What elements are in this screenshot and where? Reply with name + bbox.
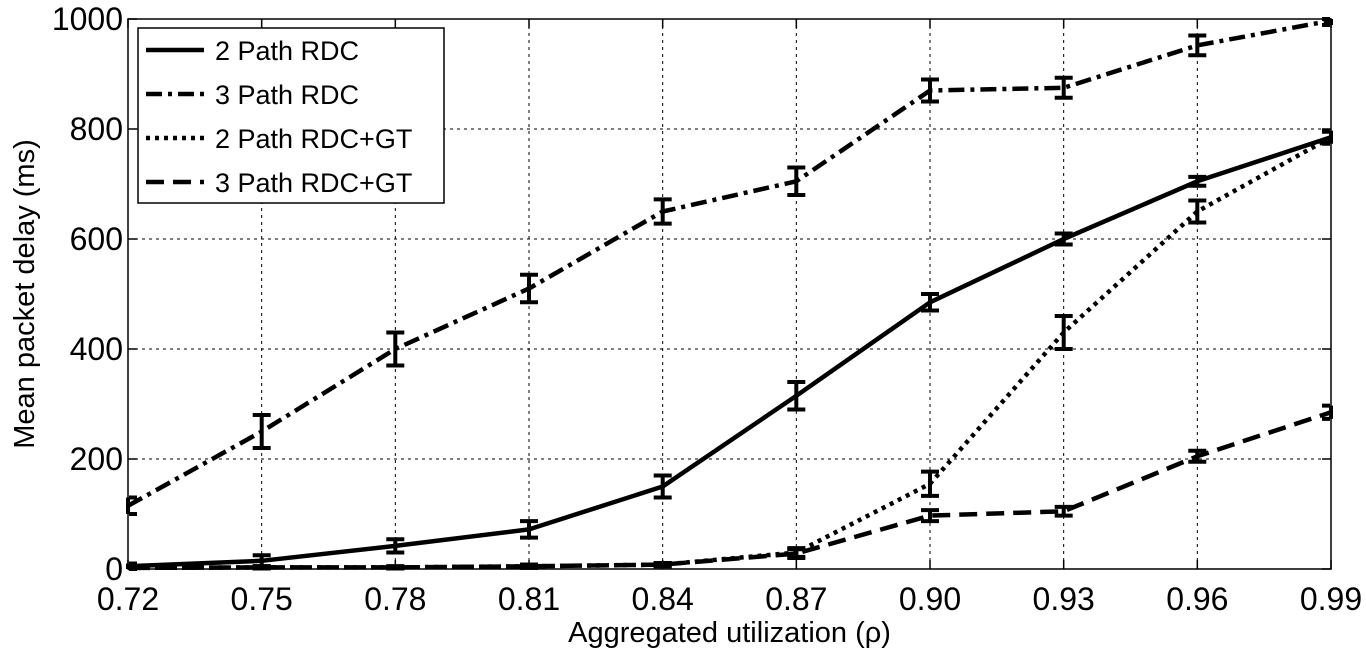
error-bar [921,292,939,313]
series-line [127,135,1332,569]
error-bar [921,508,939,524]
y-tick-label: 1000 [52,1,123,37]
y-tick-label: 200 [70,441,123,477]
error-bar [787,547,806,560]
series-layer [126,17,1333,571]
legend: 2 Path RDC 3 Path RDC 2 Path RDC+GT 3 Path … [137,27,445,204]
x-tick-label: 0.90 [899,581,961,617]
error-bar [1054,231,1073,247]
series-2 [126,18,1332,508]
error-bar [386,330,405,368]
error-bar [787,165,806,197]
y-tick-label: 600 [70,221,123,257]
error-bar [1188,198,1207,225]
legend-label: 3 Path RDC+GT [215,168,412,198]
x-tick-label: 0.81 [498,581,560,617]
plot-frame [127,18,1332,570]
y-tick-label: 800 [70,111,123,147]
error-bar [921,469,939,498]
x-tick-label: 0.99 [1300,581,1362,617]
x-tick-label: 0.78 [364,581,426,617]
series-1 [127,135,1332,569]
error-bars-4 [126,403,1333,571]
axis-ticks: 0.72 0.75 0.78 0.81 0.84 0.87 0.90 0.93 0.96 0.99… [52,1,1362,617]
x-tick-label: 0.93 [1033,581,1095,617]
error-bar [520,519,538,540]
error-bar [653,473,672,500]
grid [128,19,1331,569]
x-tick-label: 0.84 [632,581,694,617]
series-line [126,18,1332,508]
series-line [127,410,1332,571]
x-tick-label: 0.87 [765,581,827,617]
error-bar [1054,504,1073,518]
x-tick-label: 0.75 [231,581,293,617]
error-bar [386,537,405,555]
error-bar [252,413,271,450]
x-tick-label: 0.96 [1166,581,1228,617]
legend-label: 2 Path RDC+GT [215,124,412,154]
legend-label: 3 Path RDC [215,80,359,110]
error-bar [1054,75,1073,100]
y-tick-label: 400 [70,331,123,367]
y-tick-label: 0 [105,551,123,587]
error-bar [1054,314,1073,351]
x-axis-label: Aggregated utilization (ρ) [568,617,891,649]
error-bar [1188,33,1207,58]
error-bar [1188,174,1207,188]
legend-label: 2 Path RDC [215,36,359,66]
error-bar [787,380,806,412]
x-tick-label: 0.72 [97,581,159,617]
legend-box [137,27,445,204]
error-bar [520,272,538,305]
error-bar [1188,448,1207,464]
error-bar [653,197,672,226]
series-4 [127,410,1332,571]
error-bar [921,77,939,104]
y-axis-label: Mean packet delay (ms) [9,139,41,448]
